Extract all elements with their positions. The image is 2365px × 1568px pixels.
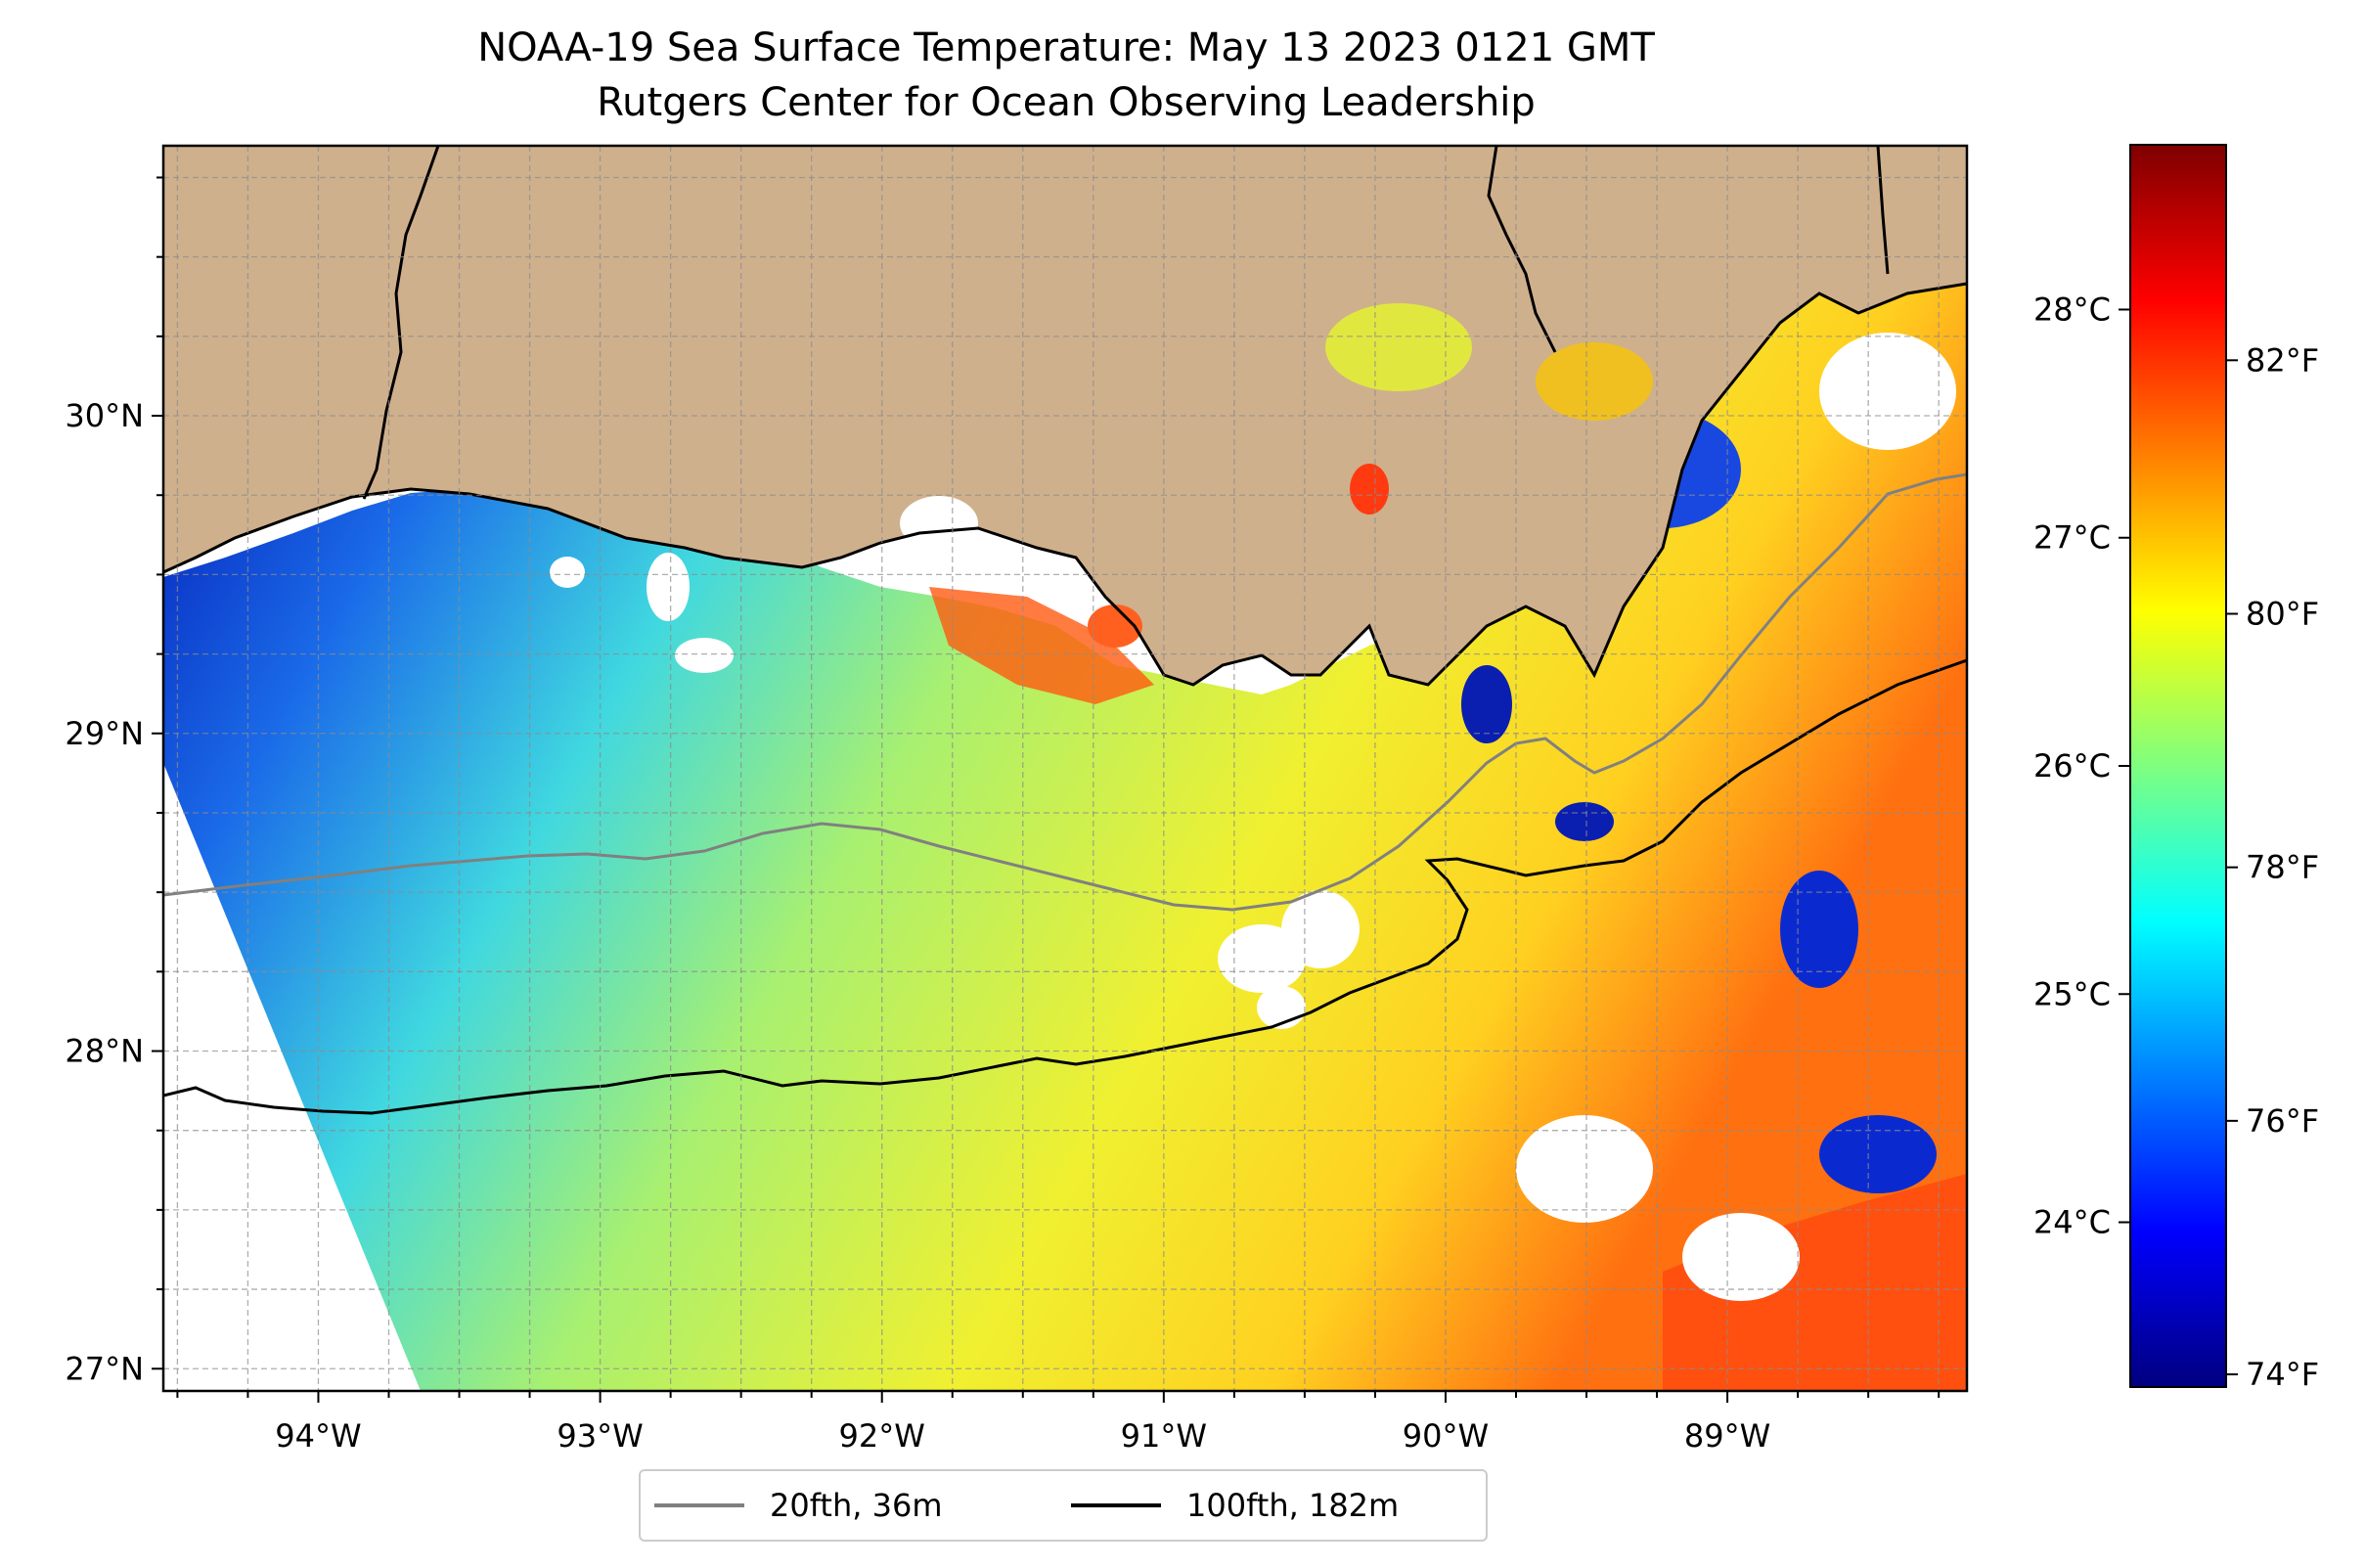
state-border — [362, 146, 440, 500]
x-tick-label: 94°W — [275, 1417, 361, 1455]
colorbar-f-tick-label: 74°F — [2246, 1356, 2319, 1393]
x-tick-label: 93°W — [557, 1417, 643, 1455]
legend-swatch-grey — [654, 1503, 744, 1507]
cloud-gap — [1682, 1213, 1800, 1301]
warm-region-southeast — [1663, 1174, 1967, 1391]
cold-patch — [1555, 802, 1614, 841]
colorbar-f-tick-label: 80°F — [2246, 595, 2319, 632]
cloud-gap — [1281, 890, 1360, 968]
warm-region-coast — [929, 587, 1154, 704]
colorbar-c-tick-label: 27°C — [2033, 519, 2111, 557]
legend-swatch-black — [1071, 1503, 1161, 1507]
x-tick-label: 91°W — [1121, 1417, 1207, 1455]
gridlines — [163, 146, 1967, 1391]
inland-lake — [1325, 303, 1472, 391]
isobath-20fth — [163, 472, 1967, 912]
isobath-100fth — [163, 658, 1967, 1115]
x-tick-label: 90°W — [1403, 1417, 1489, 1455]
cloud-gap — [550, 557, 585, 588]
x-tick-label: 89°W — [1684, 1417, 1770, 1455]
inland-lake — [1350, 464, 1389, 515]
cloud-gap — [1516, 1115, 1653, 1223]
cloud-gap — [1819, 333, 1956, 450]
cloud-gap — [647, 553, 690, 621]
cold-patch — [1819, 1115, 1937, 1193]
chart-subtitle: Rutgers Center for Ocean Observing Leade… — [597, 80, 1536, 125]
coastline — [163, 282, 1967, 687]
inland-lake — [900, 496, 978, 551]
state-border — [1876, 146, 1890, 275]
y-tick-label: 29°N — [65, 715, 144, 752]
inland-lake — [1088, 605, 1142, 648]
colorbar-f-tick-label: 76°F — [2246, 1102, 2319, 1140]
legend-item-20fth: 20fth, 36m — [654, 1471, 942, 1540]
cloud-gap — [675, 638, 734, 673]
legend: 20fth, 36m 100fth, 182m — [639, 1469, 1488, 1542]
map-frame — [161, 144, 1969, 1393]
cold-patch — [1461, 665, 1512, 743]
longitude-axis: 94°W 93°W 92°W 91°W 90°W 89°W — [176, 1391, 1941, 1455]
inland-lake — [1536, 342, 1653, 421]
colorbar-f-tick-label: 82°F — [2246, 341, 2319, 379]
map-area — [163, 146, 1967, 1391]
y-tick-label: 30°N — [65, 397, 144, 434]
colorbar-c-tick-label: 24°C — [2033, 1204, 2111, 1241]
colorbar — [2129, 144, 2227, 1388]
chart-title: NOAA-19 Sea Surface Temperature: May 13 … — [477, 25, 1655, 70]
colorbar-celsius-axis: 24°C 25°C 26°C 27°C 28°C — [2033, 291, 2130, 1241]
legend-label: 100fth, 182m — [1186, 1487, 1400, 1524]
colorbar-c-tick-label: 28°C — [2033, 291, 2111, 328]
legend-item-100fth: 100fth, 182m — [1071, 1471, 1399, 1540]
latitude-axis: 30°N 29°N 28°N 27°N — [65, 176, 163, 1387]
y-tick-label: 27°N — [65, 1350, 144, 1387]
x-tick-label: 92°W — [839, 1417, 925, 1455]
legend-label: 20fth, 36m — [770, 1487, 943, 1524]
colorbar-c-tick-label: 26°C — [2033, 747, 2111, 784]
colorbar-f-tick-label: 78°F — [2246, 849, 2319, 886]
colorbar-c-tick-label: 25°C — [2033, 975, 2111, 1012]
sst-swath — [163, 279, 1967, 1391]
y-tick-label: 28°N — [65, 1033, 144, 1070]
cold-patch — [1780, 871, 1858, 988]
colorbar-fahrenheit-axis: 74°F 76°F 78°F 80°F 82°F — [2226, 341, 2319, 1393]
